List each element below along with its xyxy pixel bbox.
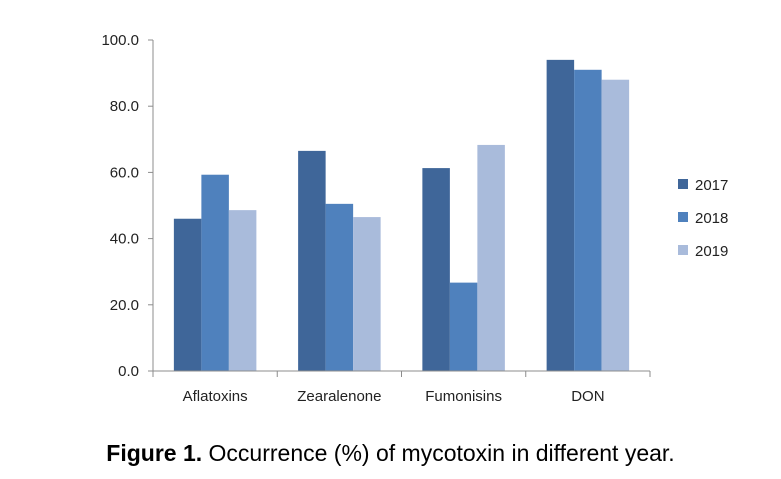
bar-aflatoxins-2019 (228, 210, 257, 371)
legend-swatch-2019 (678, 245, 688, 255)
legend-label-2018: 2018 (695, 210, 728, 227)
y-tick-label: 100.0 (101, 32, 139, 49)
bar-zearalenone-2019 (353, 217, 381, 371)
bar-don-2017 (546, 59, 575, 372)
x-category-label: Fumonisins (425, 388, 502, 405)
bars (173, 59, 630, 372)
legend-swatch-2017 (678, 179, 688, 189)
y-tick-label: 40.0 (110, 231, 139, 248)
legend-swatch-2018 (678, 212, 688, 222)
x-category-label: DON (571, 388, 604, 405)
legend-label-2019: 2019 (695, 243, 728, 260)
y-tick-label: 80.0 (110, 98, 139, 115)
x-category-label: Zearalenone (297, 388, 381, 405)
bar-zearalenone-2017 (298, 150, 326, 371)
figure-caption: Figure 1. Occurrence (%) of mycotoxin in… (0, 440, 781, 467)
legend-label-2017: 2017 (695, 177, 728, 194)
caption-text: Occurrence (%) of mycotoxin in different… (202, 440, 675, 466)
x-axis: Aflatoxins Zearalenone Fumonisins DON (152, 370, 651, 405)
bar-fumonisins-2018 (449, 282, 478, 371)
bar-fumonisins-2019 (477, 144, 505, 371)
bar-chart: 0.0 20.0 40.0 60.0 80.0 100.0 Aflatoxins Zeara… (101, 32, 728, 405)
y-tick-label: 0.0 (118, 363, 139, 380)
bar-don-2019 (601, 79, 630, 371)
y-tick-label: 60.0 (110, 164, 139, 181)
y-axis: 0.0 20.0 40.0 60.0 80.0 100.0 (101, 32, 154, 380)
figure-number: Figure 1. (106, 440, 203, 466)
bar-fumonisins-2017 (422, 168, 450, 371)
bar-don-2018 (574, 69, 602, 371)
bar-aflatoxins-2018 (201, 174, 229, 371)
bar-aflatoxins-2017 (173, 218, 202, 371)
legend: 2017 2018 2019 (678, 177, 728, 260)
bar-zearalenone-2018 (325, 203, 354, 371)
y-tick-label: 20.0 (110, 297, 139, 314)
x-category-label: Aflatoxins (183, 388, 248, 405)
